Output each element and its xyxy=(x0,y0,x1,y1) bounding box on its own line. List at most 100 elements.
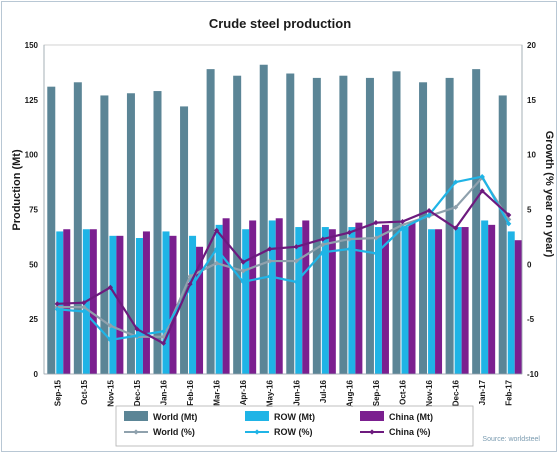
point-row-sep-16 xyxy=(373,250,379,256)
bar-world-mt-jan-16 xyxy=(153,91,162,374)
bar-row-mt-aug-16 xyxy=(348,227,356,374)
point-world-nov-15 xyxy=(107,323,113,329)
bar-china-mt-oct-15 xyxy=(89,229,97,374)
legend-label: World (%) xyxy=(153,427,195,437)
y-tick-label: 75 xyxy=(29,206,38,215)
plot-background xyxy=(43,44,523,375)
bar-row-mt-dec-16 xyxy=(454,227,462,374)
point-world-jun-16 xyxy=(293,258,299,264)
point-world-apr-16 xyxy=(240,268,246,274)
bar-world-mt-mar-16 xyxy=(206,69,215,375)
bar-china-mt-jun-16 xyxy=(302,220,310,374)
legend-swatch xyxy=(360,411,384,421)
point-row-oct-15 xyxy=(81,308,87,315)
point-row-nov-15 xyxy=(107,337,113,343)
point-china-jul-16 xyxy=(320,236,326,242)
chart-title: Crude steel production xyxy=(209,16,351,31)
source-note: Source: worldsteel xyxy=(482,436,540,443)
point-row-feb-16 xyxy=(187,285,193,292)
bar-row-mt-mar-16 xyxy=(215,224,223,374)
point-row-aug-16 xyxy=(346,246,352,252)
x-tick-label: Jun-16 xyxy=(292,379,301,405)
legend-marker xyxy=(369,429,375,435)
y2-tick-label: 20 xyxy=(527,41,536,50)
bar-world-mt-sep-15 xyxy=(47,86,56,374)
x-tick-label: Sep-16 xyxy=(372,379,381,406)
x-tick-label: Nov-15 xyxy=(106,379,115,406)
bar-china-mt-aug-16 xyxy=(355,222,363,374)
legend-marker xyxy=(133,429,139,435)
point-row-nov-16 xyxy=(426,212,432,218)
y-tick-label: 25 xyxy=(29,315,38,324)
point-world-dec-16 xyxy=(453,204,459,210)
x-tick-label: Apr-16 xyxy=(239,379,248,405)
point-world-oct-16 xyxy=(399,222,406,228)
bar-row-mt-apr-16 xyxy=(242,229,250,374)
y2-tick-label: -10 xyxy=(527,370,539,379)
legend-label: China (Mt) xyxy=(389,412,433,422)
bar-world-mt-may-16 xyxy=(259,64,268,375)
bar-china-mt-apr-16 xyxy=(249,220,257,374)
point-row-dec-16 xyxy=(453,179,459,185)
bar-row-mt-jan-17 xyxy=(481,220,489,374)
legend: World (Mt) ROW (Mt) China (Mt) World (%) ROW… xyxy=(115,405,474,447)
x-tick-label: Jan-17 xyxy=(478,379,487,405)
point-china-jun-16 xyxy=(293,244,299,250)
bar-china-mt-nov-15 xyxy=(116,235,124,374)
point-world-sep-16 xyxy=(373,235,379,241)
bar-china-mt-dec-16 xyxy=(461,227,469,374)
legend-swatch xyxy=(245,411,269,421)
bar-row-mt-nov-16 xyxy=(428,229,436,374)
point-china-sep-16 xyxy=(373,220,379,226)
point-row-may-16 xyxy=(267,273,273,279)
x-tick-label: Feb-17 xyxy=(505,379,514,405)
line-series-group xyxy=(54,174,512,346)
point-world-jul-16 xyxy=(320,241,326,248)
y-tick-label: 150 xyxy=(25,41,39,50)
legend-marker xyxy=(254,429,260,435)
y-tick-label: 100 xyxy=(25,151,39,160)
x-tick-label: Dec-15 xyxy=(133,379,142,406)
bar-row-mt-nov-15 xyxy=(109,235,117,374)
point-china-aug-16 xyxy=(346,229,352,236)
bar-china-mt-oct-16 xyxy=(408,222,416,374)
y-tick-label: 50 xyxy=(29,260,38,269)
line-row xyxy=(57,175,510,342)
bar-china-mt-dec-15 xyxy=(142,231,150,374)
bar-world-mt-oct-15 xyxy=(73,82,82,374)
y-tick-label: 125 xyxy=(25,96,39,105)
bar-world-mt-nov-15 xyxy=(100,95,109,375)
point-china-oct-16 xyxy=(399,218,406,225)
x-tick-label: Sep-15 xyxy=(53,379,62,406)
x-tick-label: Oct-15 xyxy=(80,379,89,404)
point-china-apr-16 xyxy=(240,259,246,265)
bar-row-mt-dec-15 xyxy=(135,238,143,374)
point-world-oct-15 xyxy=(81,304,87,310)
bar-china-mt-feb-16 xyxy=(196,246,204,374)
y2-tick-label: -5 xyxy=(527,315,535,324)
bar-row-mt-may-16 xyxy=(268,220,276,374)
bar-world-mt-dec-16 xyxy=(445,77,454,375)
axes-group: 0 25 50 75 100 125 150 -10 -5 0 5 10 15 20 Sep-15 Oct-1… xyxy=(25,41,539,407)
point-china-mar-16 xyxy=(214,227,220,233)
legend-label: ROW (%) xyxy=(274,427,313,437)
point-row-mar-16 xyxy=(214,246,220,252)
x-tick-label: May-16 xyxy=(266,379,275,407)
point-row-apr-16 xyxy=(240,279,246,285)
bar-world-mt-feb-17 xyxy=(498,95,507,375)
bar-world-mt-jul-16 xyxy=(312,77,321,375)
bar-row-mt-feb-16 xyxy=(189,235,197,374)
y-tick-label: 0 xyxy=(34,370,39,379)
bar-china-mt-sep-15 xyxy=(63,229,71,374)
bar-world-mt-jan-17 xyxy=(472,69,481,375)
bar-china-mt-sep-16 xyxy=(381,224,389,374)
bar-world-mt-jun-16 xyxy=(286,73,295,374)
point-china-may-16 xyxy=(267,246,273,252)
x-tick-label: Nov-16 xyxy=(425,379,434,406)
point-china-dec-16 xyxy=(453,225,459,231)
bar-world-mt-apr-16 xyxy=(233,75,242,374)
point-china-oct-15 xyxy=(81,300,87,306)
bar-world-mt-aug-16 xyxy=(339,75,348,374)
point-world-may-16 xyxy=(267,258,273,264)
